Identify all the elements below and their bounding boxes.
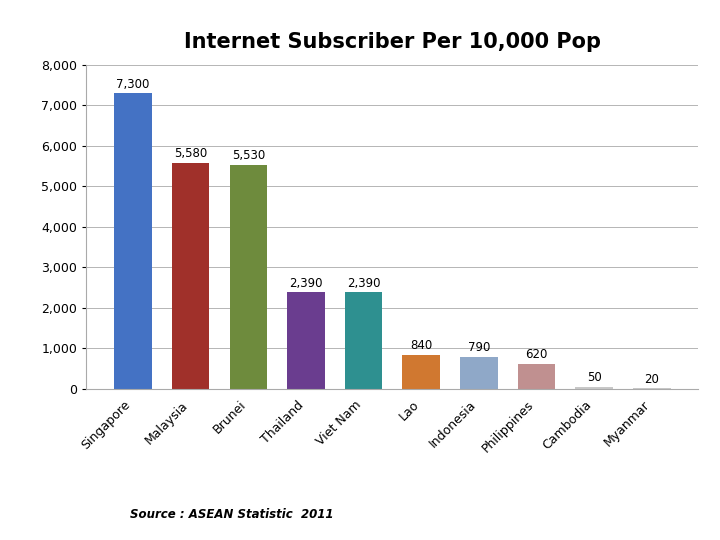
- Text: 7,300: 7,300: [116, 78, 150, 91]
- Text: 20: 20: [644, 373, 660, 386]
- Bar: [287, 292, 325, 389]
- Bar: [460, 357, 498, 389]
- Bar: [230, 165, 267, 389]
- Text: 840: 840: [410, 339, 432, 352]
- Bar: [345, 292, 382, 389]
- Text: 2,390: 2,390: [347, 276, 380, 289]
- Bar: [633, 388, 670, 389]
- Text: 790: 790: [468, 341, 490, 354]
- Bar: [402, 355, 440, 389]
- Text: 5,530: 5,530: [232, 150, 265, 163]
- Bar: [575, 387, 613, 389]
- Title: Internet Subscriber Per 10,000 Pop: Internet Subscriber Per 10,000 Pop: [184, 32, 601, 52]
- Bar: [518, 364, 555, 389]
- Bar: [172, 163, 210, 389]
- Text: 50: 50: [587, 372, 602, 384]
- Text: 5,580: 5,580: [174, 147, 207, 160]
- Text: Source : ASEAN Statistic  2011: Source : ASEAN Statistic 2011: [130, 508, 333, 522]
- Text: 2,390: 2,390: [289, 276, 323, 289]
- Bar: [114, 93, 152, 389]
- Text: 620: 620: [526, 348, 548, 361]
